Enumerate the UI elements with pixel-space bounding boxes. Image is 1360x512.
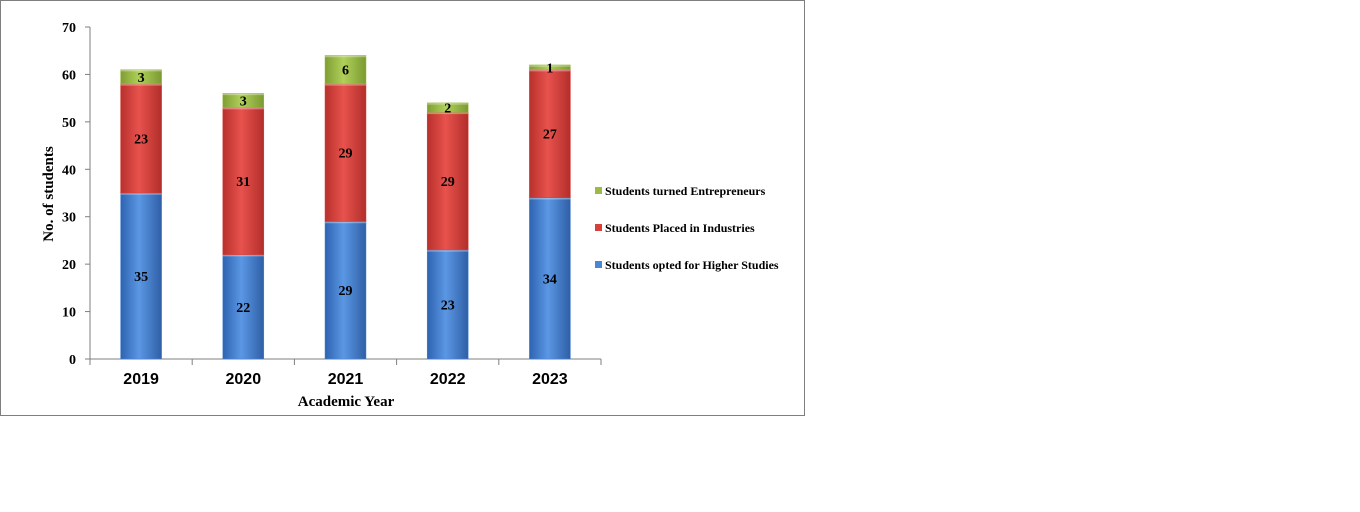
data-label: 34 (543, 272, 557, 287)
bar-segment (222, 107, 265, 255)
y-tick-label: 70 (62, 21, 76, 36)
legend-swatch (595, 187, 602, 194)
y-axis-title: No. of students (41, 146, 57, 242)
data-label: 3 (240, 95, 247, 110)
x-tick-label: 2022 (430, 371, 466, 388)
bar-segment (426, 249, 469, 360)
data-label: 22 (236, 301, 250, 316)
data-label: 3 (138, 71, 145, 86)
bar-segment (529, 197, 571, 360)
data-label: 29 (339, 284, 353, 299)
bar-segment (222, 93, 265, 108)
bar-segment (120, 83, 162, 194)
y-tick-label: 40 (62, 163, 76, 178)
y-tick-label: 20 (62, 258, 76, 273)
bar-segment (324, 83, 367, 222)
bar-segment (324, 221, 367, 360)
data-label: 35 (134, 270, 148, 285)
chart-frame: 0 10 20 30 40 50 60 70 2019 2020 2021 2022 2023 35 23 3… (0, 0, 805, 416)
bar-segment (529, 69, 571, 198)
y-tick-label: 50 (62, 116, 76, 131)
data-label: 23 (441, 298, 455, 313)
data-label: 2 (444, 102, 451, 117)
data-label: 31 (236, 175, 250, 190)
data-label: 6 (342, 64, 349, 79)
y-tick-label: 10 (62, 306, 76, 321)
legend: Students turned Entrepreneurs Students Pl… (595, 184, 779, 272)
bar-segment (426, 112, 469, 251)
data-label: 29 (339, 147, 353, 162)
legend-label: Students opted for Higher Studies (605, 258, 779, 272)
data-label: 29 (441, 175, 455, 190)
legend-swatch (595, 224, 602, 231)
bar-segment (426, 102, 469, 113)
y-tick-label: 60 (62, 68, 76, 83)
x-tick-label: 2021 (328, 371, 364, 388)
bar-segment (120, 69, 162, 85)
legend-label: Students turned Entrepreneurs (605, 184, 766, 198)
data-label: 23 (134, 132, 148, 147)
bar-segment (529, 64, 571, 70)
x-tick-label: 2020 (226, 371, 262, 388)
x-tick-label: 2019 (123, 371, 159, 388)
data-label: 27 (543, 128, 557, 143)
y-tick-label: 30 (62, 211, 76, 226)
x-tick-label: 2023 (532, 371, 568, 388)
bar-segment (324, 55, 367, 85)
y-tick-label: 0 (69, 353, 76, 368)
legend-swatch (595, 261, 602, 268)
legend-label: Students Placed in Industries (605, 221, 755, 235)
data-label: 1 (546, 61, 553, 76)
x-axis-title: Academic Year (298, 394, 395, 410)
bar-segment (120, 192, 162, 360)
bar-segment (222, 254, 265, 360)
